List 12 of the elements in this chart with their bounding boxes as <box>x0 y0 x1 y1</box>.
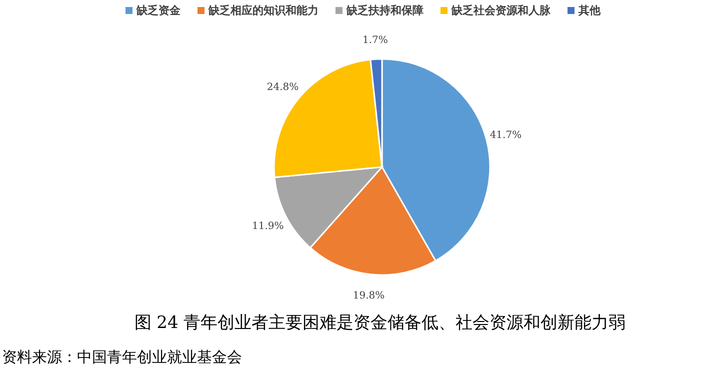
legend-label: 缺乏相应的知识和能力 <box>208 4 318 17</box>
data-label: 24.8% <box>266 82 299 94</box>
legend-label: 缺乏社会资源和人脉 <box>450 4 552 17</box>
text: 图 24 青年创业者主要困难是资金储备低、社会资源和创新能力弱 <box>134 313 626 333</box>
text: 资料来源：中国青年创业就业基金会 <box>2 348 242 366</box>
legend-label: 其他 <box>578 4 602 17</box>
data-label: 19.8% <box>352 290 385 302</box>
data-label: 41.7% <box>490 130 522 142</box>
data-label: 1.7% <box>362 35 388 46</box>
legend-label: 缺乏资金 <box>136 4 182 17</box>
legend-label: 缺乏扶持和保障 <box>346 4 424 17</box>
data-label: 11.9% <box>252 220 284 232</box>
